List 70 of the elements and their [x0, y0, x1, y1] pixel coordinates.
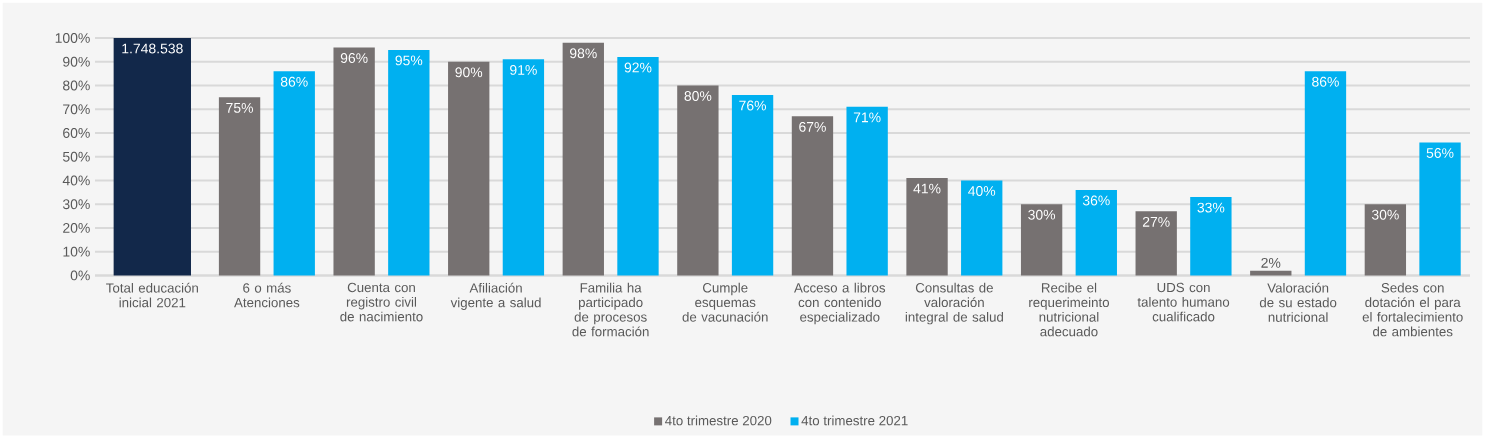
bar: [113, 37, 191, 276]
bar: [502, 59, 545, 276]
bar: [448, 61, 490, 276]
y-tick-label: 0%: [70, 270, 90, 281]
x-tick-label: Total educación inicial 2021: [106, 282, 198, 308]
data-label: 56%: [1426, 148, 1454, 158]
data-label: 67%: [799, 121, 826, 132]
data-label: 30%: [1371, 209, 1399, 220]
bar: [791, 116, 834, 276]
data-label: 80%: [684, 91, 712, 101]
y-tick-label: 70%: [63, 104, 90, 115]
y-tick-label: 40%: [62, 175, 90, 186]
data-label: 95%: [395, 55, 423, 66]
bar: [961, 180, 1003, 276]
bar: [1419, 142, 1461, 276]
data-label: 2%: [1261, 257, 1281, 268]
x-tick-label: Acceso a libros con contenido especializado: [794, 282, 886, 325]
y-tick-label: 30%: [62, 199, 90, 210]
x-tick-label: Familia ha participado de procesos de formación: [572, 282, 649, 337]
data-label: 86%: [280, 76, 308, 87]
bar: [677, 85, 719, 276]
x-tick-label: Valoración de su estado nutricional: [1259, 282, 1337, 322]
bar: [1304, 71, 1347, 276]
legend-label: 4to trimestre 2020: [665, 415, 772, 426]
data-label: 91%: [510, 64, 537, 75]
data-label: 92%: [624, 62, 652, 73]
bar: [1190, 197, 1232, 276]
bar: [906, 178, 948, 276]
x-tick-label: Consultas de valoración integral de salud: [905, 282, 1003, 325]
bar: [1364, 204, 1407, 276]
x-tick-label: Recibe el requerimeinto nutricional adecuado: [1029, 282, 1110, 337]
x-tick-label: Cumple esquemas de vacunación: [682, 282, 768, 322]
y-tick-label: 90%: [63, 56, 90, 67]
y-tick-label: 20%: [63, 222, 90, 233]
data-label: 90%: [455, 67, 483, 78]
x-tick-label: UDS con talento humano cualificado: [1137, 282, 1230, 322]
bar: [562, 42, 604, 276]
bar: [846, 106, 888, 276]
bar: [333, 47, 375, 276]
x-tick-label: Sedes con dotación el para el fortalecimiento de ambientes: [1362, 282, 1463, 337]
bar: [617, 56, 659, 276]
bar: [273, 71, 315, 276]
y-tick-label: 100%: [55, 33, 90, 43]
x-tick-label: Afiliación vigente a salud: [450, 282, 541, 310]
data-label: 40%: [968, 186, 996, 196]
annotation: 1.748.538: [122, 43, 183, 54]
data-label: 41%: [913, 183, 941, 194]
y-tick-label: 10%: [63, 246, 90, 257]
bar: [1135, 211, 1177, 276]
data-label: 96%: [340, 53, 368, 63]
y-tick-label: 50%: [62, 151, 90, 162]
legend-label: 4to trimestre 2021: [801, 415, 908, 426]
bar: [731, 94, 774, 276]
x-tick-label: Cuenta con registro civil de nacimiento: [340, 282, 423, 322]
data-label: 76%: [739, 100, 767, 111]
x-tick-label: 6 o más Atenciones: [234, 282, 300, 308]
data-label: 36%: [1082, 195, 1110, 206]
data-label: 30%: [1028, 209, 1056, 220]
bar: [1075, 189, 1117, 276]
bar: [388, 49, 430, 276]
bar: [218, 97, 261, 276]
y-tick-label: 60%: [63, 127, 90, 138]
data-label: 98%: [569, 48, 597, 59]
y-tick-label: 80%: [63, 80, 90, 91]
data-label: 27%: [1142, 216, 1170, 227]
data-label: 86%: [1312, 76, 1339, 87]
data-label: 71%: [853, 112, 881, 123]
data-label: 75%: [226, 102, 254, 113]
data-label: 33%: [1197, 202, 1225, 213]
bar: [1020, 204, 1063, 276]
